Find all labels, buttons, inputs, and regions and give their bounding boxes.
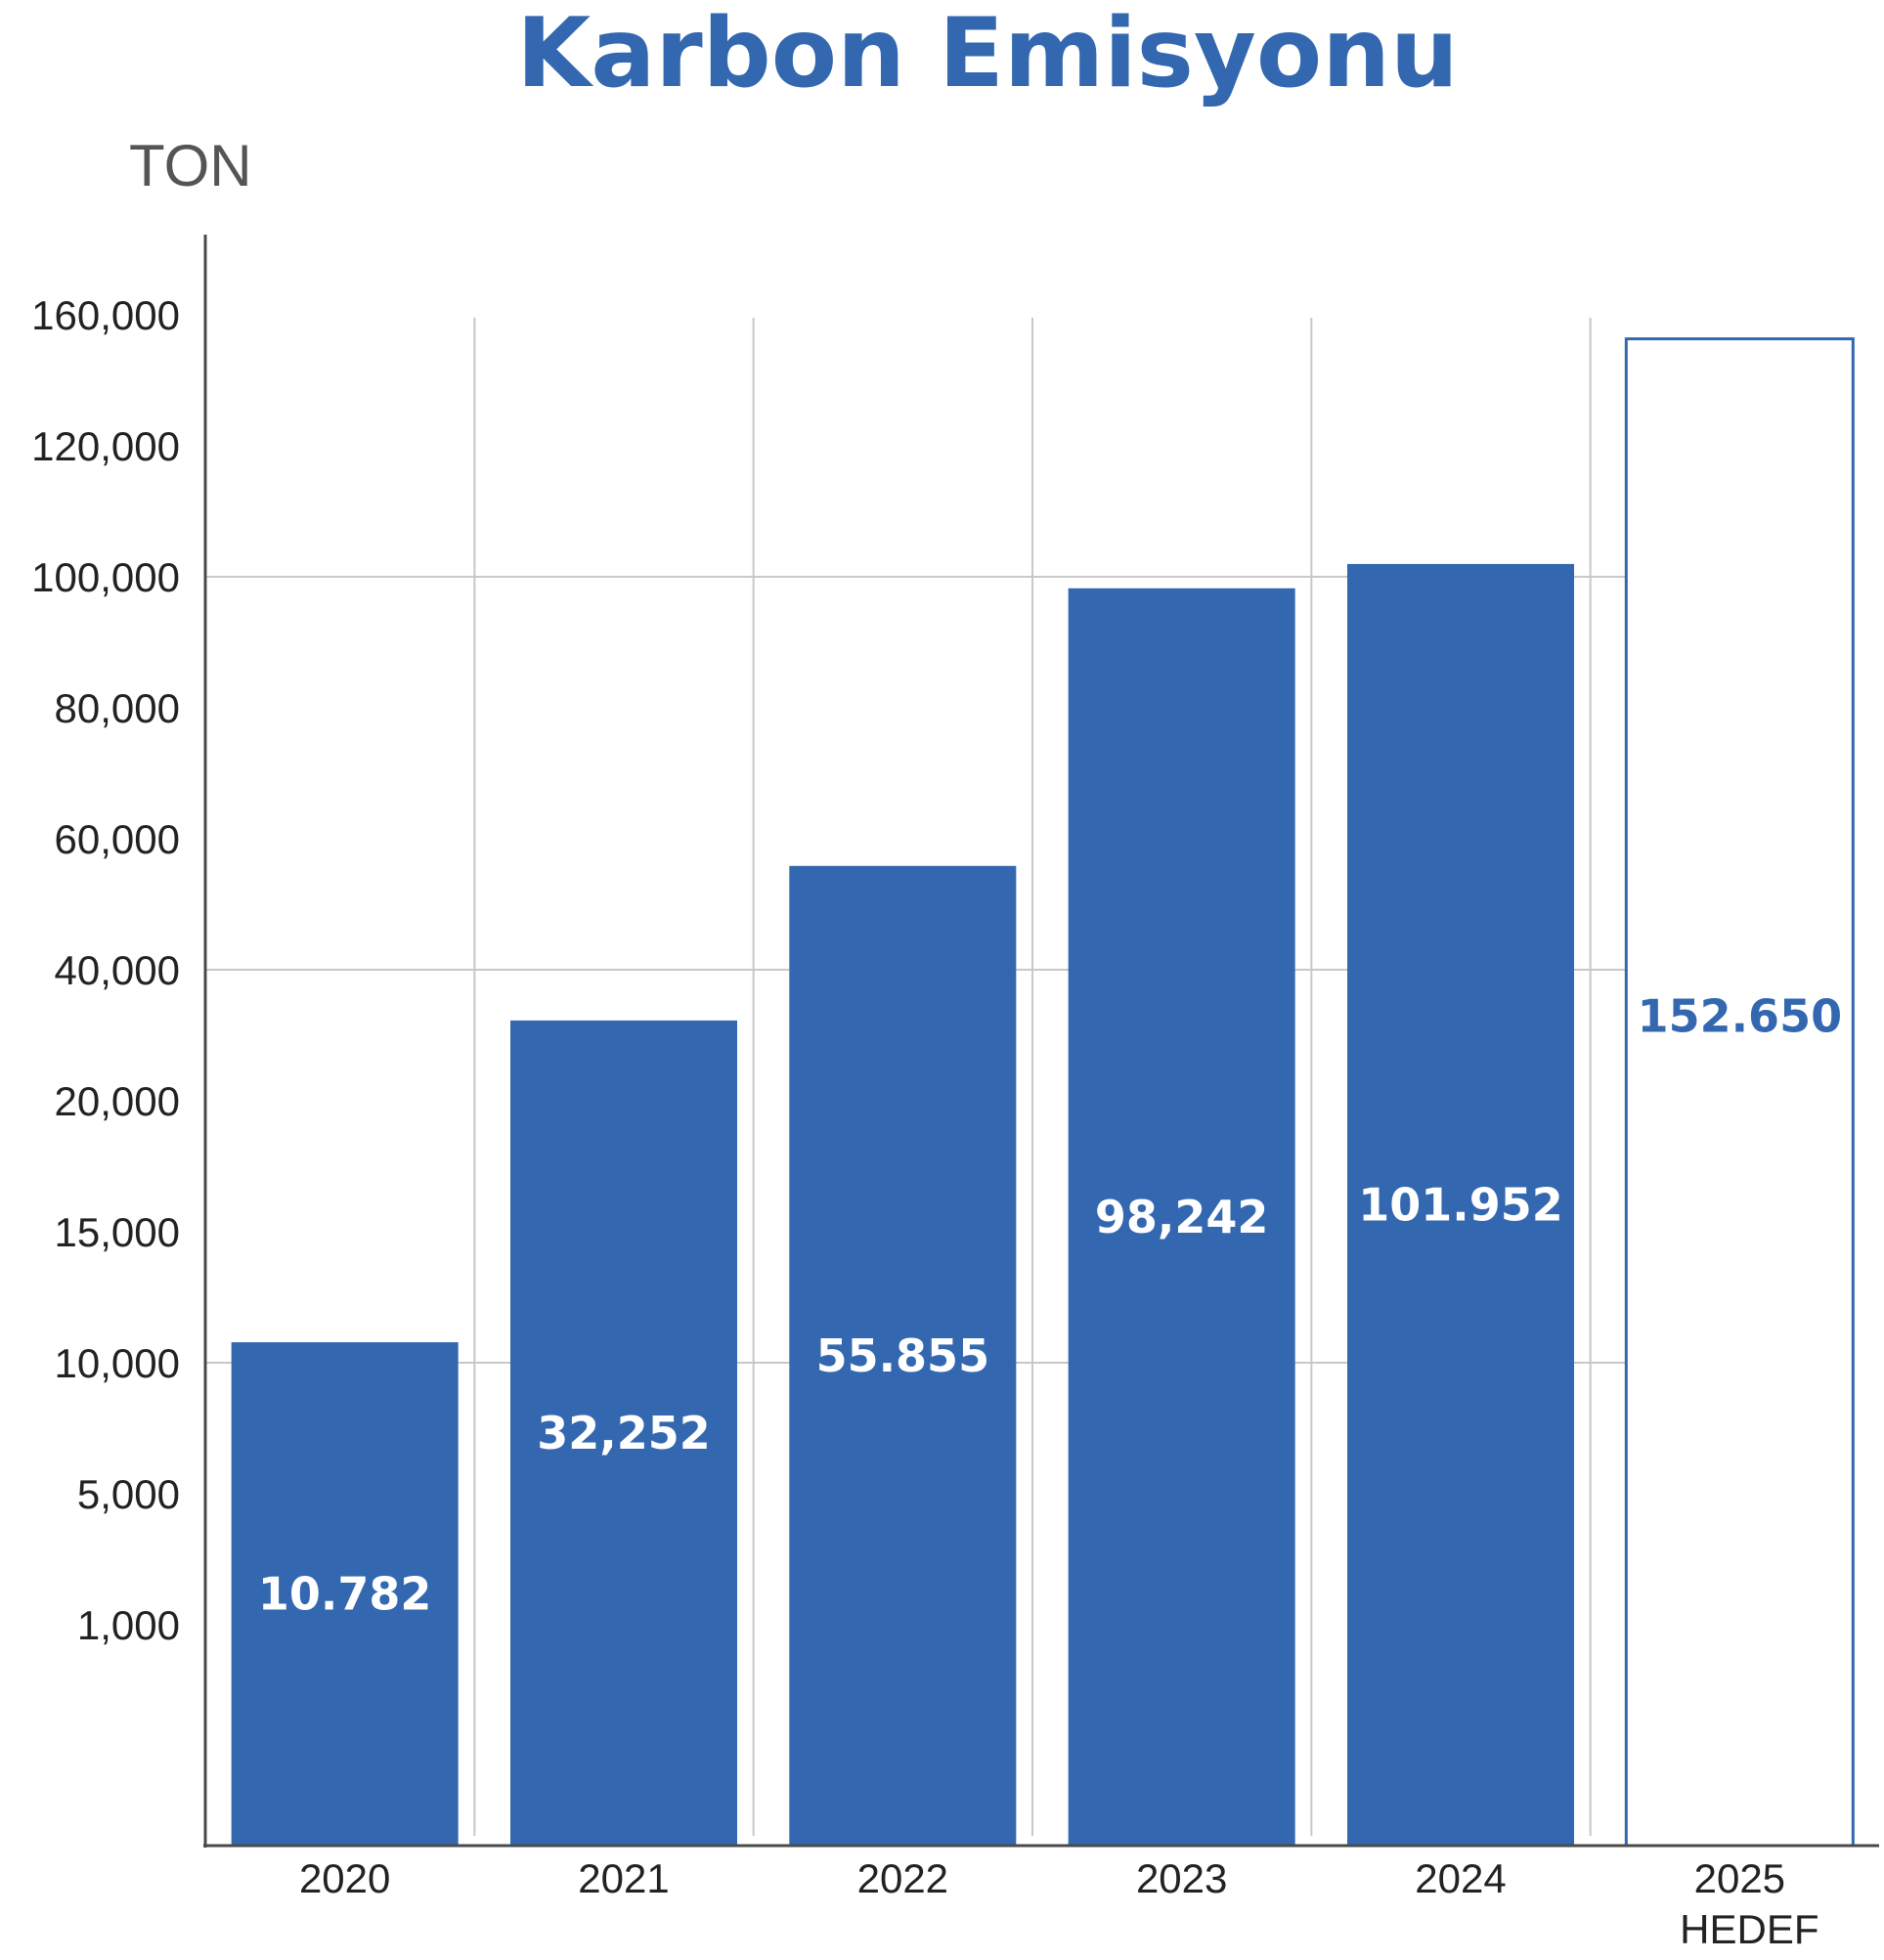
- chart-title: Karbon Emisyonu: [516, 0, 1459, 109]
- bar-2025: [1624, 337, 1855, 1848]
- bar-2020: [231, 1342, 459, 1846]
- y-tick-label: 160,000: [31, 292, 180, 338]
- data-label-2022: 55.855: [816, 1329, 990, 1382]
- y-axis-unit-label: TON: [129, 133, 252, 198]
- data-label-2020: 10.782: [258, 1568, 432, 1621]
- x-tick-labels: 2020 2021 2022 2023 2024 2025 HEDEF: [299, 1855, 1819, 1952]
- x-tick-label-2025: 2025: [1694, 1855, 1785, 1901]
- bars: [231, 337, 1855, 1848]
- data-label-2025: 152.650: [1638, 990, 1843, 1043]
- bar-2021: [510, 1020, 737, 1846]
- y-tick-label: 15,000: [55, 1209, 180, 1255]
- y-tick-label: 40,000: [55, 947, 180, 993]
- grid-lines: [205, 318, 1644, 1836]
- bar-2024: [1347, 563, 1574, 1846]
- y-tick-label: 10,000: [55, 1340, 180, 1386]
- data-label-2024: 101.952: [1358, 1178, 1563, 1231]
- x-tick-label-2023: 2023: [1136, 1855, 1227, 1901]
- x-tick-label-2020: 2020: [299, 1855, 390, 1901]
- data-label-2021: 32,252: [537, 1407, 711, 1459]
- bar-2022: [789, 865, 1017, 1846]
- y-tick-label: 120,000: [31, 423, 180, 469]
- y-tick-label: 1,000: [77, 1602, 180, 1648]
- x-tick-sublabel-2025: HEDEF: [1680, 1906, 1818, 1952]
- y-tick-label: 100,000: [31, 554, 180, 600]
- x-tick-label-2021: 2021: [578, 1855, 669, 1901]
- y-tick-labels: 160,000 120,000 100,000 80,000 60,000 40,000 2…: [31, 292, 180, 1648]
- x-tick-label-2024: 2024: [1415, 1855, 1506, 1901]
- y-tick-label: 20,000: [55, 1078, 180, 1124]
- y-tick-label: 60,000: [55, 816, 180, 862]
- x-tick-label-2022: 2022: [857, 1855, 948, 1901]
- data-labels: 10.782 32,252 55.855 98,242 101.952 152.650: [258, 990, 1842, 1621]
- axes: [203, 235, 1879, 1848]
- data-label-2023: 98,242: [1095, 1191, 1269, 1243]
- y-tick-label: 80,000: [55, 685, 180, 731]
- y-tick-label: 5,000: [77, 1471, 180, 1517]
- bar-2023: [1068, 588, 1295, 1847]
